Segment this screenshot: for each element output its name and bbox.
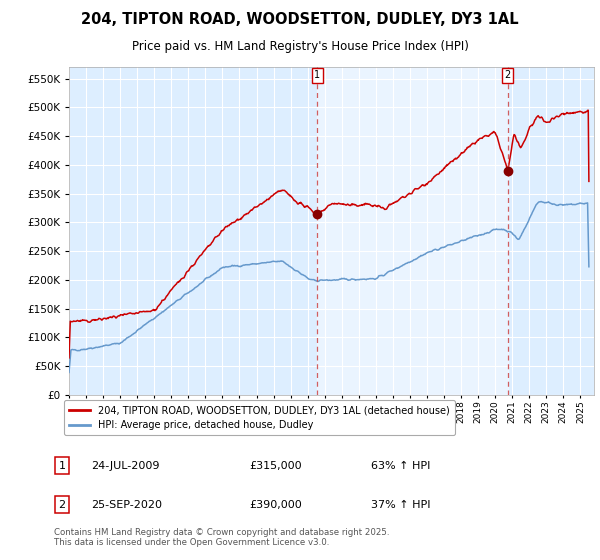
Text: 1: 1 <box>58 461 65 470</box>
Text: 204, TIPTON ROAD, WOODSETTON, DUDLEY, DY3 1AL: 204, TIPTON ROAD, WOODSETTON, DUDLEY, DY… <box>81 12 519 26</box>
Text: £315,000: £315,000 <box>250 461 302 470</box>
Text: 24-JUL-2009: 24-JUL-2009 <box>91 461 160 470</box>
Text: £390,000: £390,000 <box>250 500 302 510</box>
Text: 2: 2 <box>505 71 511 81</box>
Text: 63% ↑ HPI: 63% ↑ HPI <box>371 461 430 470</box>
Text: 25-SEP-2020: 25-SEP-2020 <box>91 500 162 510</box>
Text: 1: 1 <box>314 71 320 81</box>
Text: 37% ↑ HPI: 37% ↑ HPI <box>371 500 430 510</box>
Text: Price paid vs. HM Land Registry's House Price Index (HPI): Price paid vs. HM Land Registry's House … <box>131 40 469 53</box>
Bar <box>317 67 508 395</box>
Text: 2: 2 <box>58 500 65 510</box>
Legend: 204, TIPTON ROAD, WOODSETTON, DUDLEY, DY3 1AL (detached house), HPI: Average pri: 204, TIPTON ROAD, WOODSETTON, DUDLEY, DY… <box>64 400 455 435</box>
Text: Contains HM Land Registry data © Crown copyright and database right 2025.
This d: Contains HM Land Registry data © Crown c… <box>54 528 389 548</box>
